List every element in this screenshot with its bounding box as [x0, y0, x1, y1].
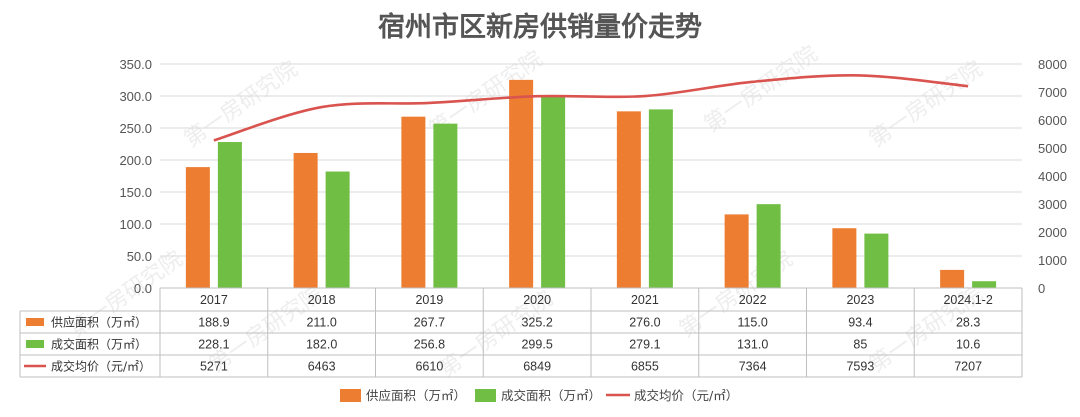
legend: 供应面积（万㎡） 成交面积（万㎡） 成交均价（元/㎡）	[340, 388, 738, 403]
table-cell-value: 182.0	[306, 338, 337, 352]
y-right-tick-label: 7000	[1038, 85, 1067, 100]
supply-bar	[616, 111, 641, 288]
supply-bar	[509, 79, 534, 288]
deal-bar	[756, 204, 781, 288]
table-cell-value: 115.0	[737, 316, 767, 330]
watermark-text: 第一房研究院	[180, 57, 302, 153]
y-left-tick-label: 0.0	[134, 281, 152, 296]
row-label: 成交均价（元/㎡）	[51, 359, 151, 374]
supply-bar	[724, 214, 749, 288]
y-right-tick-label: 8000	[1038, 57, 1067, 72]
price-line-path	[213, 74, 969, 142]
y-left-tick-label: 50.0	[127, 249, 152, 264]
chart-title: 宿州市区新房供销量价走势	[378, 11, 702, 43]
table-cell-value: 276.0	[629, 316, 660, 330]
table-cell-value: 93.4	[848, 316, 872, 330]
row-legend-key	[26, 340, 44, 348]
y-right-tick-label: 5000	[1038, 141, 1067, 156]
table-cell-value: 28.3	[956, 316, 980, 330]
price-line	[213, 74, 969, 142]
data-table: 2017 2018 2019 2020 2021 2022 2023 2024.1-2 供应面积…	[19, 287, 1023, 378]
category-label: 2024.1-2	[943, 293, 992, 307]
table-cell-value: 228.1	[198, 338, 229, 352]
gridlines	[160, 63, 1022, 257]
category-label: 2023	[846, 293, 874, 307]
category-label: 2018	[308, 293, 336, 307]
row-label: 成交面积（万㎡）	[51, 337, 147, 352]
table-cell-value: 256.8	[414, 338, 445, 352]
category-label: 2022	[739, 293, 767, 307]
table-cell-value: 10.6	[956, 338, 980, 352]
table-cell-value: 6463	[308, 360, 336, 374]
table-cell-value: 188.9	[198, 316, 229, 330]
table-cell-value: 85	[853, 338, 867, 352]
deal-bar	[648, 109, 673, 288]
watermark-text: 第一房研究院	[865, 57, 987, 153]
table-cell-value: 5271	[200, 360, 228, 374]
category-label: 2019	[415, 293, 443, 307]
deal-bar	[433, 123, 458, 288]
y-left-tick-label: 200.0	[119, 153, 152, 168]
legend-label: 供应面积（万㎡）	[366, 388, 466, 403]
row-label: 供应面积（万㎡）	[51, 315, 147, 330]
supply-bar	[832, 228, 857, 288]
deal-bar	[325, 171, 350, 288]
supply-bar	[940, 269, 965, 288]
y-left-tick-label: 150.0	[119, 185, 152, 200]
table-cell-value: 299.5	[521, 338, 552, 352]
category-label: 2020	[523, 293, 551, 307]
y-right-tick-label: 1000	[1038, 253, 1067, 268]
logo: 大数跨境	[12, 378, 118, 400]
y-left-tick-label: 250.0	[119, 121, 152, 136]
table-cell-value: 279.1	[629, 338, 660, 352]
row-legend-key	[26, 318, 44, 326]
y-right-tick-label: 6000	[1038, 113, 1067, 128]
table-cell-value: 6610	[415, 360, 443, 374]
logo-icon	[12, 383, 38, 393]
table-cell-value: 7364	[739, 360, 767, 374]
deal-bar	[972, 281, 997, 288]
table-cell-value: 7207	[954, 360, 982, 374]
deal-bar	[541, 96, 566, 288]
table-cell-value: 267.7	[414, 316, 445, 330]
logo-text: 大数跨境	[42, 378, 118, 400]
table-cell-value: 6855	[631, 360, 659, 374]
y-right-tick-label: 3000	[1038, 197, 1067, 212]
supply-bar	[293, 152, 318, 288]
deal-bar	[217, 142, 242, 288]
y-right-tick-label: 4000	[1038, 169, 1067, 184]
bars	[185, 79, 997, 288]
table-cell-value: 325.2	[521, 316, 552, 330]
legend-key	[475, 389, 496, 402]
y-left-tick-label: 350.0	[119, 57, 152, 72]
category-label: 2017	[200, 293, 228, 307]
y-axis-right: 0 1000 2000 3000 4000 5000 6000 7000 8000	[1038, 57, 1067, 296]
legend-label: 成交均价（元/㎡）	[634, 388, 738, 403]
table-cell-value: 6849	[523, 360, 551, 374]
supply-bar	[401, 116, 426, 288]
table-cell-value: 7593	[846, 360, 874, 374]
y-right-tick-label: 2000	[1038, 225, 1067, 240]
y-left-tick-label: 100.0	[119, 217, 152, 232]
supply-bar	[185, 167, 210, 288]
legend-key	[340, 389, 361, 402]
watermark-text: 第一房研究院	[700, 42, 822, 138]
category-label: 2021	[631, 293, 659, 307]
table-cell-value: 131.0	[737, 338, 768, 352]
y-axis-left: 0.0 50.0 100.0 150.0 200.0 250.0 300.0 350.0	[119, 57, 152, 296]
legend-label: 成交面积（万㎡）	[501, 388, 601, 403]
y-left-tick-label: 300.0	[119, 89, 152, 104]
deal-bar	[864, 233, 889, 288]
table-cell-value: 211.0	[306, 316, 336, 330]
y-right-tick-label: 0	[1038, 281, 1045, 296]
